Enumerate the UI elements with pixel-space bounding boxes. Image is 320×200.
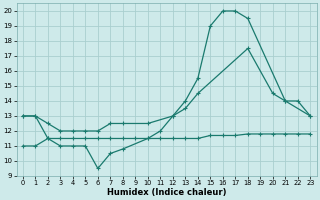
X-axis label: Humidex (Indice chaleur): Humidex (Indice chaleur) bbox=[107, 188, 226, 197]
